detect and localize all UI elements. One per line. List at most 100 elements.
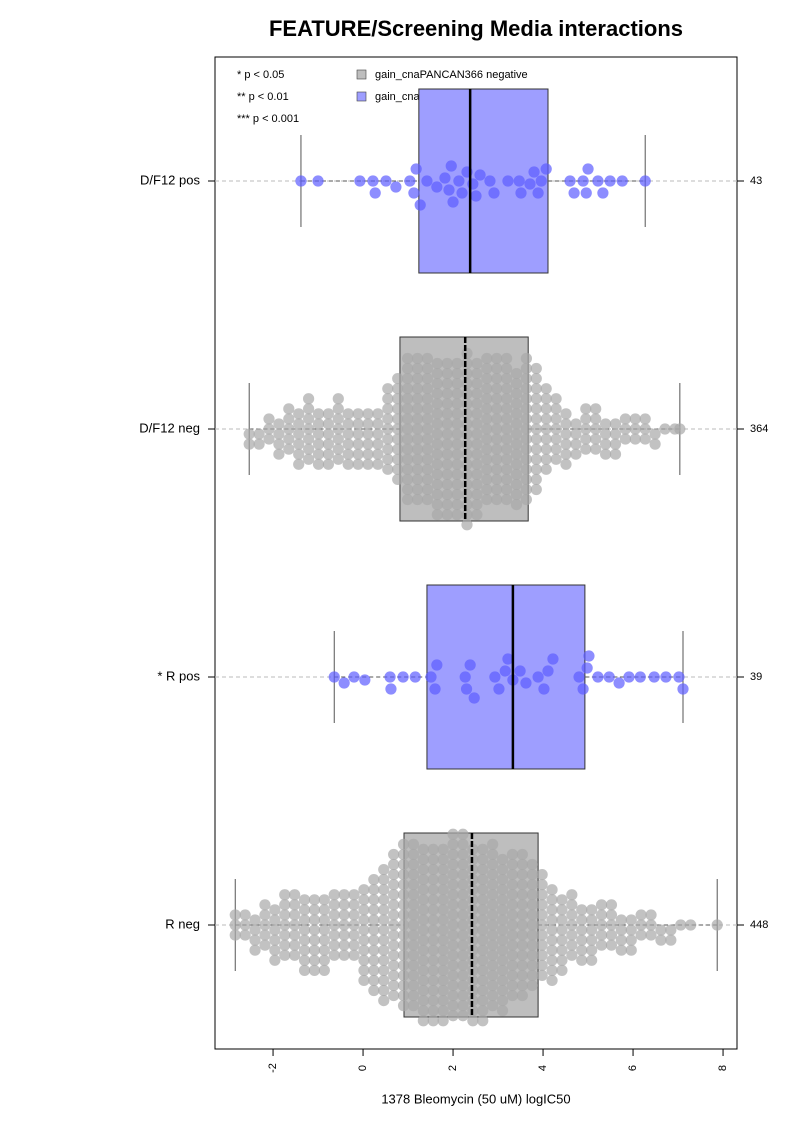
point [524, 178, 536, 190]
point [408, 187, 420, 199]
point [447, 869, 459, 881]
point [506, 929, 519, 941]
point [358, 954, 370, 966]
point [604, 175, 616, 187]
point [560, 458, 572, 470]
point [461, 367, 473, 380]
point [600, 428, 612, 440]
point [457, 858, 469, 871]
point [402, 493, 414, 506]
point [407, 919, 420, 931]
point [283, 443, 295, 455]
point [441, 408, 453, 420]
point [289, 919, 301, 931]
point [477, 853, 489, 866]
point [566, 929, 578, 941]
point [520, 453, 533, 465]
point [491, 483, 503, 496]
point [441, 488, 453, 501]
point [411, 493, 424, 506]
point [392, 373, 404, 385]
point [437, 843, 449, 856]
point [583, 650, 595, 662]
point [410, 163, 422, 175]
point [397, 899, 410, 911]
point [530, 483, 542, 496]
point [358, 934, 370, 946]
point [487, 979, 499, 992]
point [467, 914, 479, 926]
point [609, 438, 622, 450]
point [451, 378, 463, 390]
point [385, 683, 397, 695]
point [332, 453, 344, 465]
point [397, 838, 410, 850]
point [407, 869, 420, 881]
point [263, 423, 275, 435]
point [577, 683, 589, 695]
point [526, 899, 538, 911]
point [581, 662, 593, 674]
point [259, 899, 271, 911]
point [431, 388, 443, 400]
point [298, 954, 311, 966]
point [417, 1005, 429, 1017]
point [441, 388, 453, 400]
point [582, 163, 594, 175]
point [659, 423, 671, 435]
point [253, 428, 265, 440]
point [605, 929, 618, 941]
point [388, 939, 400, 951]
point [342, 458, 354, 470]
point [397, 929, 410, 941]
point [431, 499, 443, 511]
point [332, 393, 344, 405]
point [510, 367, 523, 380]
point [358, 944, 370, 956]
point [229, 919, 241, 931]
point [530, 433, 542, 445]
point [501, 413, 513, 425]
point [431, 357, 443, 370]
point [648, 671, 660, 683]
point [546, 964, 558, 976]
point [457, 949, 469, 961]
point [461, 418, 473, 430]
point [487, 959, 499, 971]
point [590, 403, 602, 415]
point [556, 894, 568, 906]
point [397, 979, 410, 992]
point [437, 853, 449, 866]
point [496, 863, 509, 876]
point [451, 367, 463, 380]
point [352, 438, 364, 450]
point [382, 453, 394, 465]
point [378, 995, 390, 1007]
point [491, 443, 503, 455]
point [595, 929, 608, 941]
point [471, 378, 483, 390]
point [439, 172, 451, 184]
point [411, 463, 424, 475]
point [457, 889, 469, 901]
point [510, 388, 523, 400]
point [538, 683, 550, 695]
point [411, 383, 424, 395]
point [510, 398, 523, 410]
point [322, 418, 334, 430]
point [372, 428, 384, 440]
point [609, 428, 622, 440]
point [491, 362, 503, 375]
point [388, 858, 400, 871]
point [471, 488, 483, 501]
point [417, 863, 429, 876]
point [447, 196, 459, 208]
point [457, 969, 469, 982]
point [431, 509, 443, 521]
point [273, 438, 285, 450]
point [421, 493, 433, 506]
point [312, 418, 325, 430]
point [332, 403, 344, 415]
point [461, 519, 473, 531]
point [368, 874, 380, 886]
